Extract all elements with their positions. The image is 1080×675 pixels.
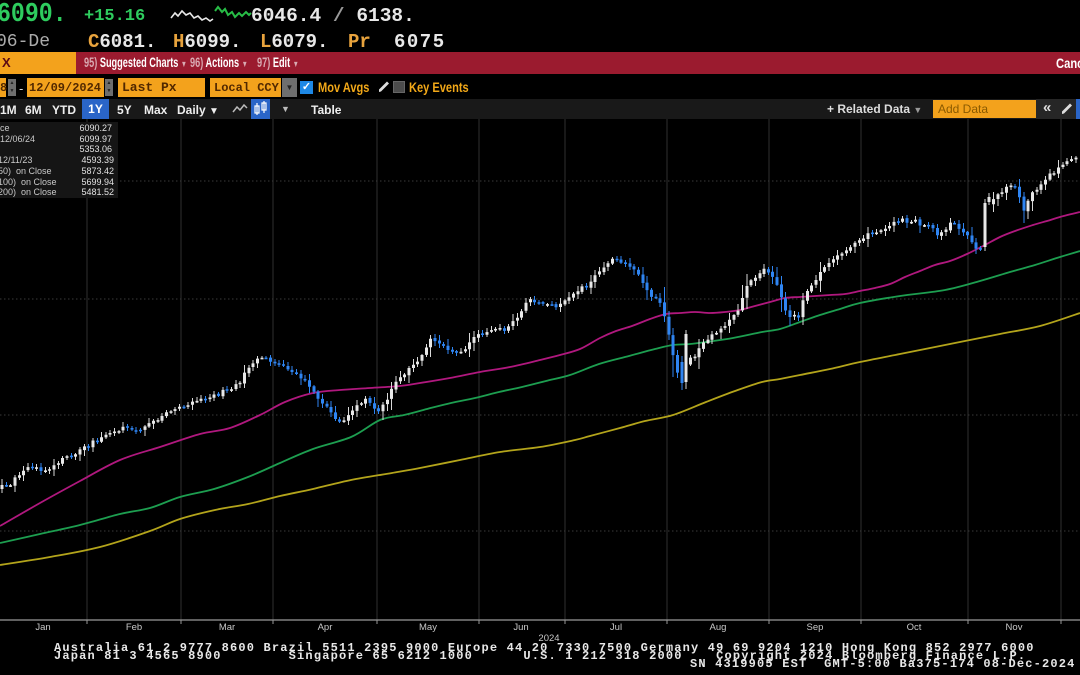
svg-text:May: May: [419, 622, 437, 633]
svg-text:Apr: Apr: [318, 622, 333, 633]
svg-text:Jun: Jun: [513, 622, 528, 633]
svg-text:Nov: Nov: [1006, 622, 1023, 633]
svg-text:Jul: Jul: [610, 622, 622, 633]
svg-text:Mar: Mar: [219, 622, 235, 633]
svg-text:Jan: Jan: [35, 622, 50, 633]
svg-text:Feb: Feb: [126, 622, 142, 633]
svg-text:2024: 2024: [538, 633, 559, 644]
svg-text:Aug: Aug: [710, 622, 727, 633]
svg-text:Oct: Oct: [907, 622, 922, 633]
svg-text:Sep: Sep: [807, 622, 824, 633]
